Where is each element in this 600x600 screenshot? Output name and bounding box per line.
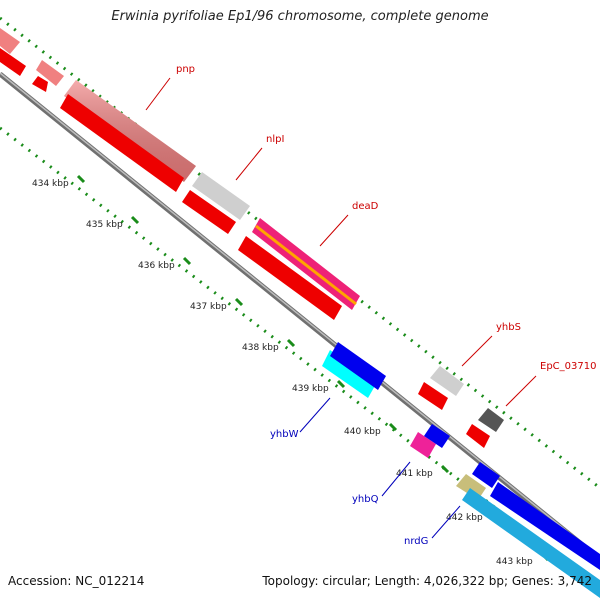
gene-blue-2[interactable] xyxy=(424,424,450,448)
gene-red-7[interactable] xyxy=(466,424,490,448)
gene-yhbS-block[interactable] xyxy=(430,366,464,396)
tick-mark xyxy=(336,379,346,389)
tick-mark xyxy=(182,256,192,266)
gene-red-5[interactable] xyxy=(238,236,342,320)
gene-red-1[interactable] xyxy=(0,48,26,76)
gene-label-leader xyxy=(145,77,171,111)
backbone-highlight xyxy=(0,72,600,559)
gene-label-leader xyxy=(431,505,461,539)
tick-label: 443 kbp xyxy=(496,557,533,567)
gene-label-leader xyxy=(319,214,349,247)
tick-label: 441 kbp xyxy=(396,469,433,479)
gene-blue-long[interactable] xyxy=(490,482,600,570)
gene-label-leader xyxy=(235,147,263,181)
gene-pnp-block[interactable] xyxy=(0,28,20,54)
outer-guide-line xyxy=(0,16,600,490)
tick-mark xyxy=(440,464,450,474)
gene-nrdG-block[interactable] xyxy=(456,474,486,500)
gene-cyan-long[interactable] xyxy=(462,488,600,598)
tick-label: 435 kbp xyxy=(86,220,123,230)
gene-blue-1[interactable] xyxy=(330,342,386,390)
gene-blue-3[interactable] xyxy=(472,462,500,488)
gene-red-3[interactable] xyxy=(60,94,184,192)
gene-red-2[interactable] xyxy=(32,76,48,92)
reverse-genes xyxy=(322,342,600,598)
map-title: Erwinia pyrifoliae Ep1/96 chromosome, co… xyxy=(111,9,489,24)
gene-red-4[interactable] xyxy=(182,190,236,234)
backbone xyxy=(0,72,600,561)
forward-genes xyxy=(0,28,504,448)
gene-label-leader xyxy=(299,397,331,433)
gene-label-EpC_03710[interactable]: EpC_03710 xyxy=(540,361,596,372)
gene-labels: pnp nlpI deaD yhbS EpC_03710 yhbW yhbQ nrdG xyxy=(145,64,596,547)
tick-label: 442 kbp xyxy=(446,513,483,523)
gene-label-nlpI[interactable]: nlpI xyxy=(266,134,284,145)
accession-label: Accession: NC_012214 xyxy=(8,574,145,588)
gene-red-6[interactable] xyxy=(418,382,448,410)
gene-label-deaD[interactable]: deaD xyxy=(352,201,379,212)
gene-label-nrdG[interactable]: nrdG xyxy=(404,536,428,547)
gene-EpC_03710-block[interactable] xyxy=(478,408,504,432)
tick-label: 434 kbp xyxy=(32,179,69,189)
gene-yhbW-block[interactable] xyxy=(322,350,376,398)
gene-label-yhbQ[interactable]: yhbQ xyxy=(352,494,379,505)
tick-mark xyxy=(286,338,296,348)
tick-label: 440 kbp xyxy=(344,427,381,437)
gene-block[interactable] xyxy=(36,60,64,86)
gene-label-leader xyxy=(505,375,537,407)
gene-pnp-long-shade xyxy=(64,80,196,182)
tick-label: 438 kbp xyxy=(242,343,279,353)
gene-nlpI-block[interactable] xyxy=(192,172,250,220)
tick-label: 436 kbp xyxy=(138,261,175,271)
gene-deaD-stripe xyxy=(255,224,357,306)
tick-labels: 434 kbp 435 kbp 436 kbp 437 kbp 438 kbp 439 k… xyxy=(32,179,533,567)
gene-label-leader xyxy=(461,335,493,367)
tick-mark xyxy=(388,422,398,432)
tick-mark xyxy=(234,297,244,307)
backbone-line xyxy=(0,72,600,561)
tick-mark xyxy=(130,215,140,225)
gene-label-yhbW[interactable]: yhbW xyxy=(270,429,299,440)
tick-mark xyxy=(76,174,86,184)
genome-stats: Topology: circular; Length: 4,026,322 bp… xyxy=(262,574,592,588)
tick-label: 439 kbp xyxy=(292,384,329,394)
gene-label-yhbS[interactable]: yhbS xyxy=(496,322,521,333)
gene-label-leader xyxy=(381,461,411,497)
tick-label: 437 kbp xyxy=(190,302,227,312)
gene-label-pnp[interactable]: pnp xyxy=(176,64,195,75)
gene-yhbQ-block[interactable] xyxy=(410,432,436,458)
